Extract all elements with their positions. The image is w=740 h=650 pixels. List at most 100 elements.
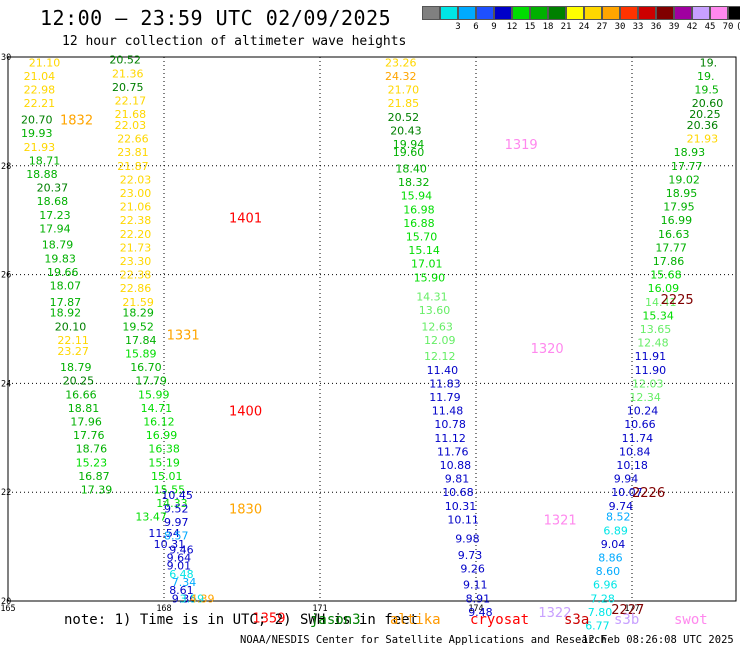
- pass-time-label: 2225: [661, 293, 694, 308]
- data-label: 20.10: [55, 320, 87, 333]
- data-label: 20.25: [689, 108, 721, 121]
- data-label: 11.40: [427, 364, 459, 377]
- data-label: 17.84: [125, 334, 157, 347]
- data-label: 23.26: [385, 56, 417, 69]
- data-label: 12.34: [629, 391, 661, 404]
- data-label: 15.34: [642, 309, 674, 322]
- data-label: 15.01: [151, 470, 183, 483]
- data-label: 23.30: [120, 255, 152, 268]
- data-label: 11.54: [148, 527, 180, 540]
- legend-swatch: [422, 6, 440, 20]
- data-label: 17.77: [671, 160, 703, 173]
- data-label: 3.59: [180, 592, 205, 605]
- data-label: 16.99: [146, 429, 178, 442]
- data-label: 10.18: [616, 459, 648, 472]
- data-label: 7.80: [588, 606, 613, 619]
- data-label: 18.40: [395, 163, 427, 176]
- data-label: 11.83: [429, 377, 461, 390]
- x-tick-label: 174: [468, 604, 483, 614]
- data-label: 19.02: [668, 173, 700, 186]
- data-label: 17.77: [655, 241, 687, 254]
- legend-label: 9: [491, 22, 497, 32]
- data-label: 8.91: [466, 592, 491, 605]
- data-label: 8.60: [596, 565, 621, 578]
- data-label: 14.41: [645, 296, 677, 309]
- data-label: 15.55: [154, 483, 186, 496]
- data-label: 22.21: [24, 97, 55, 110]
- data-label: 18.71: [29, 154, 61, 167]
- data-label: 9.97: [164, 516, 189, 529]
- data-label: 20.36: [687, 119, 719, 132]
- data-label: 18.79: [42, 239, 74, 252]
- data-label: 23.00: [120, 187, 152, 200]
- y-tick-label: 24: [1, 379, 11, 389]
- legend-label: 42: [686, 22, 698, 32]
- x-tick-label: 177: [624, 604, 639, 614]
- data-label: 16.99: [661, 214, 693, 227]
- data-label: 11.74: [622, 432, 654, 445]
- legend-swatch: [638, 6, 656, 20]
- pass-time-label: 1401: [229, 211, 262, 226]
- data-label: 21.10: [29, 56, 61, 69]
- legend-swatch: [440, 6, 458, 20]
- data-label: 18.76: [76, 443, 108, 456]
- legend-label: 15: [524, 22, 536, 32]
- data-label: 22.17: [115, 95, 147, 108]
- satellite-label-jason3: jason3: [310, 612, 361, 628]
- data-label: 10.84: [619, 445, 651, 458]
- pass-time-label: 1322: [538, 606, 571, 621]
- legend-label: 36: [650, 22, 662, 32]
- generated-timestamp: 12 Feb 08:26:08 UTC 2025: [582, 634, 734, 646]
- data-label: 16.98: [403, 203, 435, 216]
- y-tick-label: 20: [1, 597, 11, 607]
- data-label: 19.94: [393, 138, 425, 151]
- data-label: 21.59: [122, 296, 153, 309]
- data-label: 13.60: [419, 304, 451, 317]
- data-label: 6.96: [593, 579, 618, 592]
- data-label: 9.48: [468, 606, 493, 619]
- data-label: 18.79: [60, 361, 92, 374]
- data-label: 16.87: [78, 470, 110, 483]
- data-label: 23.27: [57, 345, 89, 358]
- data-label: 11.76: [437, 445, 469, 458]
- data-label: 15.94: [401, 190, 433, 203]
- data-label: 8.57: [164, 530, 189, 543]
- chart-subtitle: 12 hour collection of altimeter wave hei…: [62, 34, 407, 49]
- data-label: 9.81: [445, 473, 470, 486]
- legend-swatch: [710, 6, 728, 20]
- data-label: 22.86: [120, 282, 152, 295]
- data-label: 11.12: [434, 432, 466, 445]
- data-label: 15.19: [148, 456, 180, 469]
- data-label: 9.73: [458, 549, 483, 562]
- footer-note: note: 1) Time is in UTC; 2) SWH is in fe…: [64, 612, 419, 628]
- data-label: 10.31: [445, 500, 477, 513]
- data-label: 16.66: [65, 388, 97, 401]
- satellite-label-altika: altika: [390, 612, 441, 628]
- data-label: 10.31: [154, 538, 186, 551]
- pass-time-label: 1331: [167, 328, 200, 343]
- data-label: 17.39: [81, 483, 113, 496]
- legend-swatch: [656, 6, 674, 20]
- data-label: 22.20: [120, 228, 152, 241]
- legend-unit: (ft): [736, 22, 740, 32]
- data-label: 18.93: [674, 146, 706, 159]
- data-label: 16.38: [148, 443, 180, 456]
- data-label: 20.37: [37, 182, 69, 195]
- data-label: 12.12: [424, 350, 456, 363]
- data-label: 14.33: [156, 497, 188, 510]
- data-label: 10.66: [624, 418, 656, 431]
- legend-label: 18: [542, 22, 554, 32]
- data-label: 9.36: [172, 592, 197, 605]
- data-label: 21.06: [120, 201, 152, 214]
- data-label: 15.14: [408, 244, 440, 257]
- legend-label: 24: [578, 22, 590, 32]
- legend-label: 3: [455, 22, 461, 32]
- data-label: 13.65: [640, 323, 672, 336]
- data-label: 18.92: [50, 307, 82, 320]
- x-tick-label: 165: [0, 604, 15, 614]
- data-label: 21.36: [112, 67, 144, 80]
- legend-label: 39: [668, 22, 680, 32]
- legend-label: 21: [560, 22, 572, 32]
- data-label: 22.03: [115, 119, 147, 132]
